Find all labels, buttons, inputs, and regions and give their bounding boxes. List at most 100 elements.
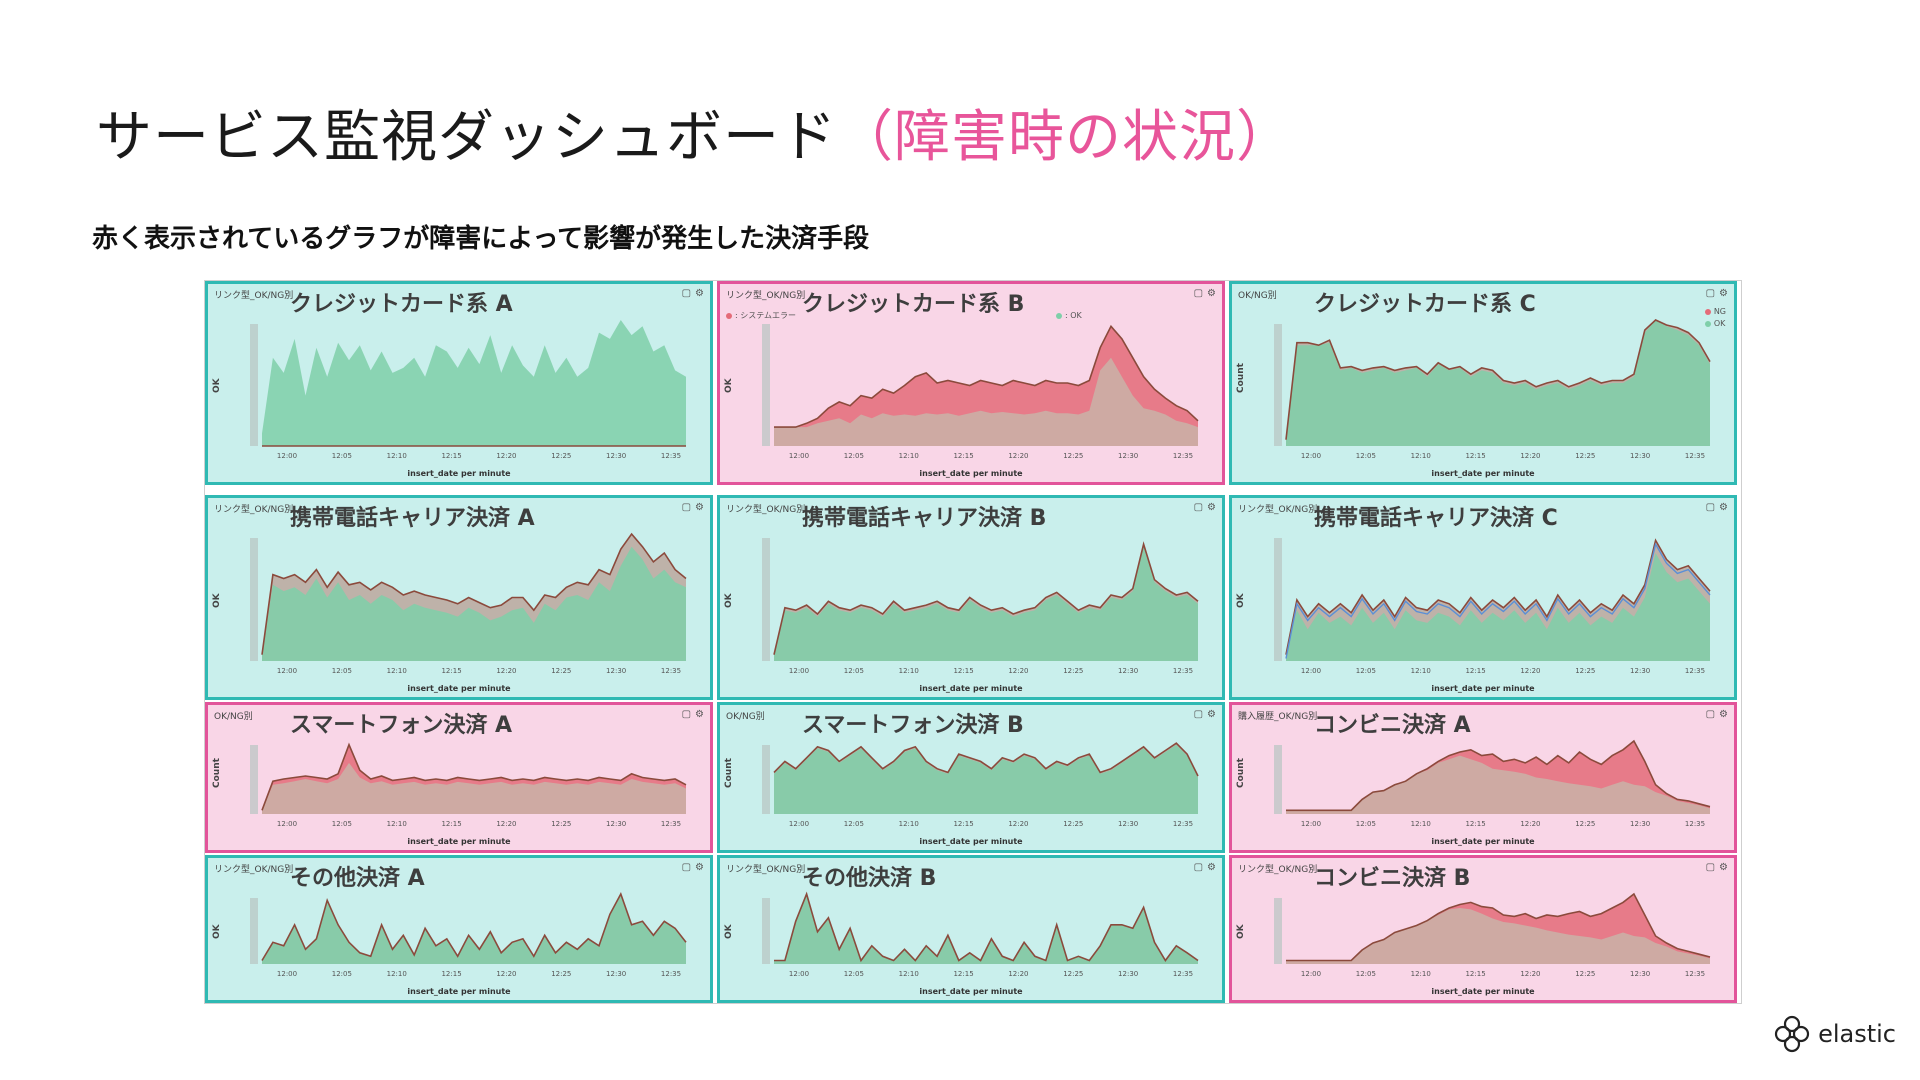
panel-sp-b[interactable]: OK/NG別 スマートフォン決済 B ▢ ⚙ Count 12:00 12:05 12:10 1… (717, 702, 1225, 853)
x-axis-label: insert_date per minute (919, 987, 1023, 996)
panel-title: 携帯電話キャリア決済 C (1314, 506, 1558, 531)
panel-ot-b[interactable]: リンク型_OK/NG別 その他決済 B ▢ ⚙ OK 12:00 12:05 12:10 12:… (717, 855, 1225, 1003)
x-tick-label: 12:05 (332, 970, 352, 978)
panel-options-icon[interactable]: ▢ (1193, 502, 1204, 513)
panel-tag: リンク型_OK/NG別 (726, 291, 806, 301)
x-tick-label: 12:35 (661, 452, 681, 460)
x-tick-label: 12:20 (1520, 452, 1540, 460)
time-brush-handle[interactable] (762, 745, 770, 814)
panel-options-icon[interactable]: ▢ (1193, 709, 1204, 720)
x-tick-label: 12:00 (789, 452, 809, 460)
panel-options-icon[interactable]: ▢ (681, 502, 692, 513)
panel-sp-a[interactable]: OK/NG別 スマートフォン決済 A ▢ ⚙ Count 12:00 12:05 12:10 1… (205, 702, 713, 853)
series-ok-area (774, 744, 1198, 814)
gear-icon[interactable]: ⚙ (1207, 502, 1216, 513)
series-line (1286, 739, 1711, 812)
panel-title: スマートフォン決済 A (290, 713, 513, 738)
panel-cv-b[interactable]: リンク型_OK/NG別 コンビニ決済 B ▢ ⚙ OK 12:00 12:05 12:10 12… (1229, 855, 1737, 1003)
x-axis-label: insert_date per minute (407, 684, 511, 693)
x-tick-label: 12:35 (1173, 667, 1193, 675)
panel-cc-b[interactable]: リンク型_OK/NG別 クレジットカード系 B ▢ ⚙ OK: システムエラー: OK 1… (717, 281, 1225, 485)
panel-title: その他決済 B (802, 866, 937, 891)
time-brush-handle[interactable] (250, 538, 258, 661)
legend-item: OK (1704, 318, 1726, 330)
gear-icon[interactable]: ⚙ (1207, 862, 1216, 873)
panel-options-icon[interactable]: ▢ (1193, 862, 1204, 873)
gear-icon[interactable]: ⚙ (1719, 862, 1728, 873)
gear-icon[interactable]: ⚙ (695, 862, 704, 873)
x-tick-label: 12:30 (1630, 820, 1650, 828)
x-tick-label: 12:25 (1575, 970, 1595, 978)
x-tick-label: 12:20 (496, 667, 516, 675)
time-brush-handle[interactable] (250, 324, 258, 446)
chart-svg: 12:00 12:05 12:10 12:15 12:20 12:25 12:30 12:35 (1274, 319, 1711, 460)
x-tick-label: 12:15 (441, 820, 461, 828)
chart-svg: 12:00 12:05 12:10 12:15 12:20 12:25 12:30 12:35 (762, 538, 1199, 675)
time-brush-handle[interactable] (1274, 324, 1282, 446)
x-tick-label: 12:10 (899, 452, 919, 460)
panel-title: クレジットカード系 B (802, 292, 1025, 317)
panel-tag: リンク型_OK/NG別 (214, 291, 294, 301)
panel-title: その他決済 A (290, 866, 425, 891)
panel-options-icon[interactable]: ▢ (1705, 288, 1716, 299)
gear-icon[interactable]: ⚙ (695, 288, 704, 299)
dashboard-grid: リンク型_OK/NG別 クレジットカード系 A ▢ ⚙ OK 12:00 12:05 12:1… (204, 280, 1742, 1004)
time-brush-handle[interactable] (762, 324, 770, 446)
gear-icon[interactable]: ⚙ (1719, 288, 1728, 299)
x-tick-label: 12:15 (953, 452, 973, 460)
panel-options-icon[interactable]: ▢ (1193, 288, 1204, 299)
x-axis-label: insert_date per minute (407, 469, 511, 478)
time-brush-handle[interactable] (1274, 898, 1282, 964)
x-tick-label: 12:15 (1465, 820, 1485, 828)
x-tick-label: 12:05 (844, 820, 864, 828)
x-axis-label: insert_date per minute (1431, 469, 1535, 478)
time-brush-handle[interactable] (1274, 745, 1282, 814)
x-tick-label: 12:35 (1173, 970, 1193, 978)
gear-icon[interactable]: ⚙ (1207, 709, 1216, 720)
time-brush-handle[interactable] (762, 538, 770, 661)
panel-cc-c[interactable]: OK/NG別 クレジットカード系 C ▢ ⚙ Count NG OK 12:00 12:05 12… (1229, 281, 1737, 485)
panel-icons: ▢ ⚙ (682, 288, 704, 299)
panel-tag: OK/NG別 (1238, 291, 1277, 301)
panel-cc-a[interactable]: リンク型_OK/NG別 クレジットカード系 A ▢ ⚙ OK 12:00 12:05 12:1… (205, 281, 713, 485)
time-brush-handle[interactable] (762, 898, 770, 964)
panel-title: コンビニ決済 A (1314, 713, 1471, 738)
gear-icon[interactable]: ⚙ (1207, 288, 1216, 299)
panel-title: クレジットカード系 A (290, 292, 513, 317)
time-brush-handle[interactable] (250, 745, 258, 814)
chart-svg: 12:00 12:05 12:10 12:15 12:20 12:25 12:30 12:35 (250, 742, 687, 828)
panel-mc-b[interactable]: リンク型_OK/NG別 携帯電話キャリア決済 B ▢ ⚙ OK 12:00 12:05 12:… (717, 495, 1225, 700)
panel-icons: ▢ ⚙ (1194, 709, 1216, 720)
x-tick-label: 12:25 (551, 820, 571, 828)
panel-options-icon[interactable]: ▢ (1705, 709, 1716, 720)
x-tick-label: 12:30 (606, 452, 626, 460)
time-brush-handle[interactable] (1274, 538, 1282, 661)
panel-options-icon[interactable]: ▢ (681, 288, 692, 299)
panel-tag: 購入履歴_OK/NG別 (1238, 712, 1318, 722)
panel-options-icon[interactable]: ▢ (681, 862, 692, 873)
x-tick-label: 12:30 (1118, 667, 1138, 675)
panel-cv-a[interactable]: 購入履歴_OK/NG別 コンビニ決済 A ▢ ⚙ Count 12:00 12:05 12:1… (1229, 702, 1737, 853)
x-tick-label: 12:10 (1411, 970, 1431, 978)
x-tick-label: 12:15 (441, 667, 461, 675)
series-ok-area (262, 762, 686, 814)
time-brush-handle[interactable] (250, 898, 258, 964)
panel-options-icon[interactable]: ▢ (1705, 502, 1716, 513)
x-tick-label: 12:05 (332, 667, 352, 675)
panel-ot-a[interactable]: リンク型_OK/NG別 その他決済 A ▢ ⚙ OK 12:00 12:05 12:10 12:… (205, 855, 713, 1003)
panel-tag: リンク型_OK/NG別 (726, 505, 806, 515)
panel-options-icon[interactable]: ▢ (681, 709, 692, 720)
x-tick-label: 12:35 (661, 820, 681, 828)
gear-icon[interactable]: ⚙ (695, 502, 704, 513)
panel-mc-c[interactable]: リンク型_OK/NG別 携帯電話キャリア決済 C ▢ ⚙ OK 12:00 12:05 12:… (1229, 495, 1737, 700)
panel-mc-a[interactable]: リンク型_OK/NG別 携帯電話キャリア決済 A ▢ ⚙ OK 12:00 12:05 12:… (205, 495, 713, 700)
panel-options-icon[interactable]: ▢ (1705, 862, 1716, 873)
series-ok-area (262, 894, 686, 964)
legend-swatch (726, 312, 732, 319)
legend-label: OK (1713, 319, 1726, 328)
series-ok-area (1286, 755, 1710, 814)
gear-icon[interactable]: ⚙ (1719, 502, 1728, 513)
gear-icon[interactable]: ⚙ (1719, 709, 1728, 720)
gear-icon[interactable]: ⚙ (695, 709, 704, 720)
x-tick-label: 12:25 (1575, 820, 1595, 828)
